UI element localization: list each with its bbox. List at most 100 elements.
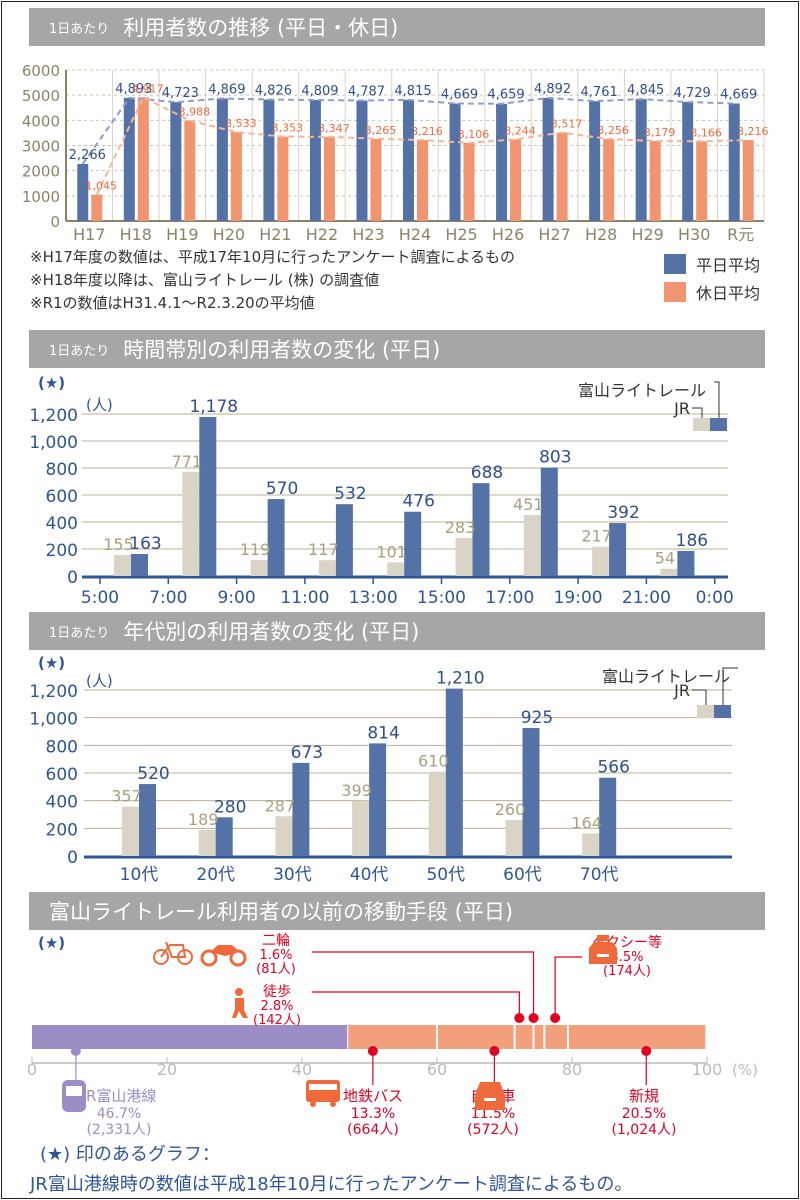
section-header-age: 1日あたり 年代別の利用者数の変化 (平日) — [29, 612, 765, 650]
data-label-jr: 101 — [376, 542, 407, 561]
y-tick-label: 600 — [46, 487, 78, 507]
leader-dot — [528, 1013, 539, 1023]
data-label-weekday: 4,845 — [627, 83, 664, 98]
legend-label-light-rail: 富山ライトレール — [602, 667, 730, 686]
bar-weekday — [77, 163, 89, 221]
x-tick-label: H17 — [73, 225, 105, 244]
x-tick-label: H30 — [678, 225, 710, 244]
legend-swatch-light-rail — [710, 418, 727, 431]
bar-holiday — [696, 141, 708, 221]
bar-jr — [387, 562, 405, 576]
data-label-light-rail: 803 — [539, 448, 571, 468]
data-label-jr: 164 — [571, 813, 602, 832]
data-label-holiday: 3,216 — [737, 125, 769, 138]
bar-holiday — [323, 136, 335, 221]
x-tick-label: R元 — [727, 225, 754, 244]
x-tick-label: H27 — [538, 225, 570, 244]
bicycle-icon — [153, 941, 193, 965]
bar-light-rail — [404, 511, 422, 576]
data-label-holiday: 3,216 — [411, 125, 443, 138]
x-tick-label: 100 — [692, 1060, 723, 1079]
x-tick-label: 80 — [562, 1060, 582, 1079]
bar-weekday — [170, 102, 182, 221]
bar-jr — [505, 820, 523, 856]
bar-weekday — [496, 103, 508, 221]
car-icon-grille — [484, 1098, 496, 1101]
bar-weekday — [356, 100, 368, 221]
legend-swatch-holiday — [664, 282, 686, 302]
legend-label-light-rail: 富山ライトレール — [578, 381, 706, 400]
y-tick-label: 5000 — [22, 87, 60, 105]
x-tick-label: 0 — [27, 1060, 37, 1079]
bar-weekday — [216, 98, 228, 221]
data-label-holiday: 4,917 — [132, 82, 164, 95]
bar-weekday — [682, 101, 694, 221]
data-label-jr: 451 — [513, 495, 544, 514]
bar-jr — [198, 829, 216, 856]
data-label-jr: 119 — [240, 540, 271, 559]
data-label-light-rail: 814 — [367, 723, 399, 743]
header-small: 1日あたり — [49, 343, 110, 359]
data-label-weekday: 4,787 — [348, 85, 385, 100]
data-label-light-rail: 1,178 — [189, 397, 238, 417]
bar-jr — [250, 559, 268, 576]
segment-name: 二輪 — [262, 932, 290, 949]
data-label-light-rail: 570 — [266, 479, 298, 499]
data-label-light-rail: 163 — [129, 534, 161, 554]
segment-name: 徒歩 — [263, 984, 291, 1000]
data-label-weekday: 4,669 — [720, 87, 757, 102]
data-label-holiday: 3,517 — [551, 117, 583, 130]
y-tick-label: 1,000 — [29, 433, 78, 453]
data-label-light-rail: 688 — [471, 463, 503, 483]
trend-line-holiday — [95, 95, 749, 196]
x-tick-label: H24 — [399, 225, 431, 244]
bar-holiday — [463, 142, 475, 221]
y-tick-label: 400 — [46, 793, 78, 813]
bar-light-rail — [215, 817, 233, 856]
bar-light-rail — [540, 467, 558, 576]
data-label-holiday: 3,244 — [504, 124, 536, 137]
data-label-weekday: 4,809 — [301, 84, 338, 99]
data-label-holiday: 3,533 — [225, 117, 257, 130]
taxi-icon-grille — [597, 954, 609, 957]
legend-swatch-weekday — [664, 254, 686, 274]
x-tick-label: H21 — [259, 225, 291, 244]
leader-line-two-wheel — [312, 951, 535, 1018]
note-2: ※H18年度以降は、富山ライトレール (株) の調査値 — [30, 271, 380, 289]
y-tick-label: 1,000 — [29, 710, 78, 730]
star-mark: (★) — [38, 374, 65, 392]
data-label-holiday: 3,179 — [644, 126, 676, 139]
segment-count: (174人) — [603, 964, 651, 979]
legend-swatch-jr — [697, 705, 714, 718]
bar-light-rail — [199, 416, 217, 576]
data-label-light-rail: 520 — [137, 764, 169, 784]
note-1: ※H17年度の数値は、平成17年10月に行ったアンケート調査によるもの — [30, 248, 516, 266]
x-tick-label: 11:00 — [280, 588, 329, 608]
bar-jr — [122, 806, 139, 856]
x-tick-label: 20代 — [196, 865, 235, 885]
data-label-light-rail: 476 — [402, 492, 434, 512]
bar-weekday — [123, 97, 135, 221]
bar-holiday — [230, 132, 242, 221]
data-label-jr: 54 — [655, 549, 675, 568]
y-tick-label: 1000 — [22, 188, 60, 206]
data-label-holiday: 3,353 — [272, 122, 304, 135]
legend-leader-jr — [692, 407, 703, 418]
x-tick-label: 70代 — [580, 865, 619, 885]
leader-dot — [70, 1046, 81, 1056]
footnote-line2: JR富山港線時の数値は平成18年10月に行ったアンケート調査によるもの。 — [30, 1174, 633, 1195]
segment-6 — [568, 1025, 706, 1049]
segment-pct: 13.3% — [351, 1106, 395, 1122]
bar-jr — [592, 546, 610, 576]
data-label-weekday: 4,892 — [534, 82, 571, 97]
x-tick-label: 15:00 — [417, 588, 466, 608]
data-label-light-rail: 673 — [291, 743, 323, 763]
leader-dot — [550, 1013, 561, 1023]
x-tick-label: H23 — [352, 225, 384, 244]
segment-3 — [515, 1025, 533, 1049]
data-label-holiday: 3,166 — [690, 126, 722, 139]
x-tick-label: 19:00 — [554, 588, 603, 608]
bar-holiday — [417, 140, 428, 221]
